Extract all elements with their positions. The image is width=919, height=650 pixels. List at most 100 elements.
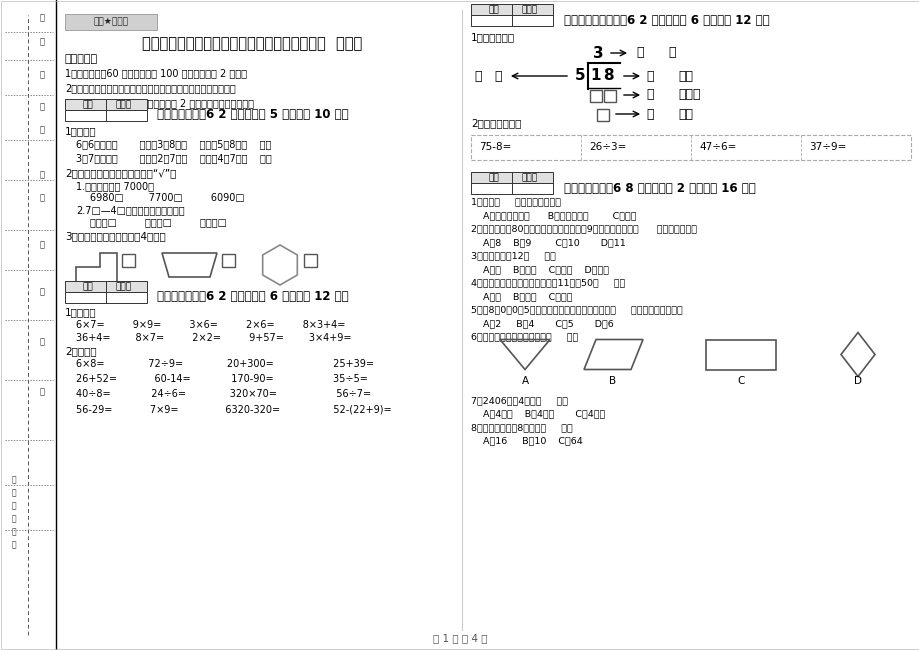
Bar [596, 109, 608, 121]
Text: 第 1 页 共 4 页: 第 1 页 共 4 页 [432, 633, 487, 643]
Bar [471, 15, 552, 26]
Text: 7、2406中的4表示（     ）。: 7、2406中的4表示（ ）。 [471, 396, 567, 405]
Bar [65, 110, 147, 121]
Bar [471, 4, 552, 15]
Text: A、旋转的呼啦圈      B、电风扇扇叶        C、升旗: A、旋转的呼啦圈 B、电风扇扇叶 C、升旗 [471, 211, 636, 220]
Text: 乡: 乡 [12, 476, 17, 484]
Text: B: B [608, 376, 616, 387]
Text: 数）: 数） [677, 70, 692, 83]
Text: （: （ [635, 47, 642, 60]
Text: A、8    B、9        C、10       D、11: A、8 B、9 C、10 D、11 [471, 238, 625, 247]
Text: 2、选择合适的答案，在口里面“√”。: 2、选择合适的答案，在口里面“√”。 [65, 168, 176, 178]
Text: 1、考试时间：60 分钟，满分为 100 分（含卷面分 2 分）。: 1、考试时间：60 分钟，满分为 100 分（含卷面分 2 分）。 [65, 68, 246, 78]
Text: 2.7□—4□的差不可能是几十多？: 2.7□—4□的差不可能是几十多？ [76, 205, 185, 215]
Text: 6×7=         9×9=         3×6=         2×6=         8×3+4=: 6×7= 9×9= 3×6= 2×6= 8×3+4= [76, 320, 345, 330]
Text: 26÷3=: 26÷3= [588, 142, 626, 153]
Text: 绝密★启用前: 绝密★启用前 [94, 18, 129, 27]
Text: （: （ [645, 107, 652, 120]
Text: 得分: 得分 [83, 282, 93, 291]
Text: 得分: 得分 [488, 173, 499, 182]
Text: 贵阳市实验小学二年级数学上学期期末考试试题  附答案: 贵阳市实验小学二年级数学上学期期末考试试题 附答案 [142, 36, 362, 51]
Text: 班: 班 [40, 170, 44, 179]
Text: 47÷6=: 47÷6= [698, 142, 735, 153]
Text: 数）: 数） [677, 107, 692, 120]
Text: 镇: 镇 [12, 489, 17, 497]
Text: 四十多□         三十多□         二十多□: 四十多□ 三十多□ 二十多□ [90, 217, 227, 227]
Text: 1、下面（     ）的运动是平移。: 1、下面（ ）的运动是平移。 [471, 198, 561, 207]
Text: 6个6相加是（       ），比3个8少（    ），比5个8多（    ）；: 6个6相加是（ ），比3个8少（ ），比5个8多（ ）； [76, 139, 271, 149]
Text: 考试需知：: 考试需知： [65, 54, 98, 64]
Text: 75-8=: 75-8= [479, 142, 511, 153]
Text: 8: 8 [602, 68, 613, 83]
Text: （: （ [645, 88, 652, 101]
Text: 2、小华看一本80页的故事书，如果每天看9页，那么至少要（      ）天才能看完。: 2、小华看一本80页的故事书，如果每天看9页，那么至少要（ ）天才能看完。 [471, 224, 697, 233]
Text: ）的积: ）的积 [677, 88, 699, 101]
Text: 2、请首先按要求在试卷的指定位置填写您的姓名、班级、学号。: 2、请首先按要求在试卷的指定位置填写您的姓名、班级、学号。 [65, 83, 235, 93]
Text: 5、用8、0、0、5四张数字卡片摏四位数，能摏成（     ）个不同的四位数。: 5、用8、0、0、5四张数字卡片摏四位数，能摏成（ ）个不同的四位数。 [471, 306, 682, 315]
Text: 图: 图 [40, 14, 44, 23]
Text: 26+52=            60-14=             170-90=                   35÷5=: 26+52= 60-14= 170-90= 35÷5= [76, 374, 368, 384]
Text: 考: 考 [40, 70, 44, 79]
Text: A、16     B、10    C、64: A、16 B、10 C、64 [471, 437, 582, 445]
Text: 40÷8=             24÷6=              320×70=                   56÷7=: 40÷8= 24÷6= 320×70= 56÷7= [76, 389, 370, 399]
Text: 1、补全竖式。: 1、补全竖式。 [471, 32, 515, 42]
Text: 1、口算。: 1、口算。 [65, 307, 96, 317]
Text: 评卷人: 评卷人 [116, 282, 132, 291]
Text: A、米    B、厘米    C、分米: A、米 B、厘米 C、分米 [471, 292, 572, 301]
Text: 2、口算。: 2、口算。 [65, 346, 96, 356]
Text: 街: 街 [12, 515, 17, 523]
Bar [471, 183, 552, 194]
Bar [65, 14, 157, 30]
Bar [471, 135, 910, 160]
Text: 1: 1 [590, 68, 601, 83]
Text: 5: 5 [574, 68, 584, 83]
Text: A、2     B、4       C、5       D、6: A、2 B、4 C、5 D、6 [471, 319, 613, 328]
Text: 6、下面不是轴对称图形的是（     ）。: 6、下面不是轴对称图形的是（ ）。 [471, 333, 578, 341]
Text: ）: ） [667, 47, 675, 60]
Text: A、米    B、分米    C、厘米    D、毫米: A、米 B、分米 C、厘米 D、毫米 [471, 265, 608, 274]
Text: 3个7相加是（       ），比2个7多（    ），比4个7少（    ）。: 3个7相加是（ ），比2个7多（ ），比4个7少（ ）。 [76, 153, 271, 163]
Text: 号: 号 [40, 38, 44, 47]
Text: 内: 内 [40, 240, 44, 250]
Text: 36+4=        8×7=         2×2=         9+57=        3×4+9=: 36+4= 8×7= 2×2= 9+57= 3×4+9= [76, 333, 351, 343]
Text: 3、不要在试卷上乱写乱画，卷面不整洁才 2 分，密封线外请勿作答。: 3、不要在试卷上乱写乱画，卷面不整洁才 2 分，密封线外请勿作答。 [65, 98, 254, 108]
Text: A、4个百    B、4个十       C、4个一: A、4个百 B、4个十 C、4个一 [471, 410, 605, 419]
Text: 3、下面哪个图形中一共有4个角？: 3、下面哪个图形中一共有4个角？ [65, 231, 165, 241]
Text: （: （ [12, 502, 17, 510]
Text: 二、计算题（兲6 2 大题，每题 6 分，共计 12 分）: 二、计算题（兲6 2 大题，每题 6 分，共计 12 分） [157, 291, 348, 304]
Text: （: （ [473, 70, 481, 83]
Bar [122, 254, 135, 267]
Bar [604, 90, 616, 102]
Text: 3、一块橡皮厐12（     ）。: 3、一块橡皮厐12（ ）。 [471, 252, 555, 261]
Text: 三、列竖式计算（兲6 2 大题，每题 6 分，共计 12 分）: 三、列竖式计算（兲6 2 大题，每题 6 分，共计 12 分） [563, 14, 769, 27]
Text: 道: 道 [12, 528, 17, 536]
Text: 8、两个乘数都是8，积是（     ）。: 8、两个乘数都是8，积是（ ）。 [471, 423, 573, 432]
Bar [471, 172, 552, 183]
Text: ）: ） [494, 70, 501, 83]
Text: 4、小明参加赛跑比赛，他大约用11秒跑50（     ）。: 4、小明参加赛跑比赛，他大约用11秒跑50（ ）。 [471, 278, 625, 287]
Text: 1.哪一个数接近 7000？: 1.哪一个数接近 7000？ [76, 181, 153, 191]
Text: 评卷人: 评卷人 [521, 5, 538, 14]
Bar [65, 99, 147, 110]
Text: 6980□        7700□         6090□: 6980□ 7700□ 6090□ [90, 193, 244, 203]
Text: 名: 名 [40, 125, 44, 135]
Text: 级: 级 [40, 387, 44, 396]
Bar [303, 254, 317, 267]
Text: ）: ） [12, 541, 17, 549]
Text: 四、选一选（兲6 8 小题，每题 2 分，共计 16 分）: 四、选一选（兲6 8 小题，每题 2 分，共计 16 分） [563, 181, 754, 194]
Text: 一、填空题（兲6 2 大题，每题 5 分，共计 10 分）: 一、填空题（兲6 2 大题，每题 5 分，共计 10 分） [157, 109, 348, 122]
Text: C: C [736, 376, 743, 387]
Text: （: （ [645, 70, 652, 83]
Bar [65, 281, 147, 292]
Text: 评卷人: 评卷人 [521, 173, 538, 182]
Text: 6×8=              72÷9=              20+300=                   25+39=: 6×8= 72÷9= 20+300= 25+39= [76, 359, 374, 369]
Text: 级: 级 [40, 194, 44, 203]
Text: A: A [521, 376, 528, 387]
Bar [221, 254, 234, 267]
Bar [0, 0, 56, 650]
Text: 3: 3 [592, 46, 603, 60]
Bar [705, 339, 775, 369]
Text: 56-29=            7×9=               6320-320=                 52-(22+9)=: 56-29= 7×9= 6320-320= 52-(22+9)= [76, 404, 391, 414]
Bar [589, 90, 601, 102]
Text: 校: 校 [40, 337, 44, 346]
